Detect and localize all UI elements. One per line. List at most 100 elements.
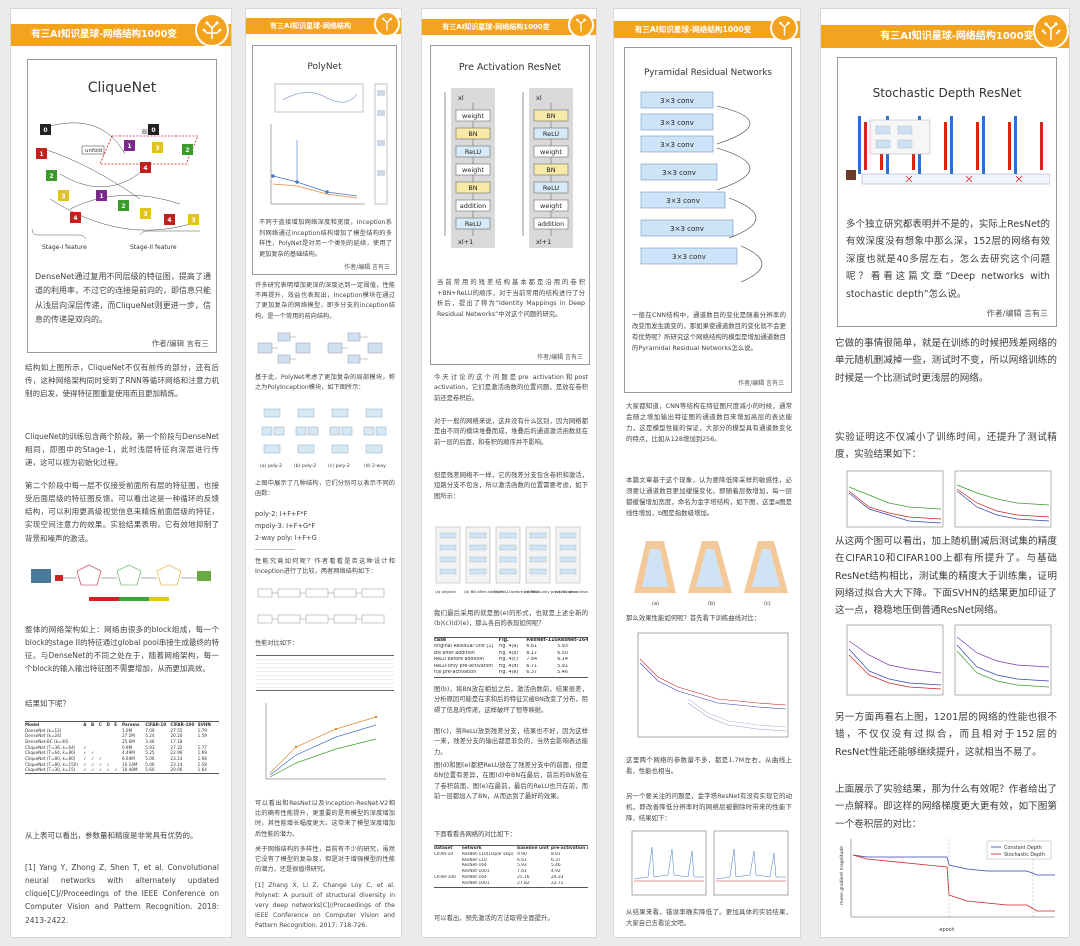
unit-label: ReLU: [465, 220, 482, 228]
table-cell: DenseNet (k=12): [25, 727, 62, 733]
table-cell: CliqueNet (T=80, k=80): [25, 756, 76, 762]
table-cell: 5.93: [517, 863, 527, 869]
table-row: Model A B C D E Params CIFAR-10 CIFAR-100 SVHN: [25, 722, 219, 728]
table-cell: 23.14: [170, 761, 183, 767]
column-banner: 有三AI知识星球-网络结构: [246, 18, 401, 34]
table-cell: 7.00: [145, 727, 155, 733]
conv-block: [640, 219, 734, 237]
column-polynet: 有三AI知识星球-网络结构 PolyNet 不同于直接增加网络深度和宽度，Inc…: [245, 8, 402, 938]
figure-label: (b) BN after addition: [464, 589, 503, 594]
table-cell: CIFAR-100: [434, 874, 456, 880]
paragraph: 这里两个网络的参数量不多，都是1.7M左右，从曲线上看，性能也相当。: [626, 756, 792, 775]
table-row: CIFAR-100 ResNet-164 25.16 24.33: [434, 875, 588, 881]
inception-figure: [257, 332, 383, 364]
structure-compare-figure: [257, 588, 385, 624]
legend-label: Constant Depth: [1004, 845, 1042, 851]
paragraph: 我们最后采用的就是图(e)的形式，也就是上述全新的(b)(c)(d)(e)，那么…: [434, 610, 588, 628]
paragraph: CliqueNet的训练包含两个阶段。第一个阶段与DenseNet相同，即图中的…: [25, 432, 219, 468]
table-row: DenseNet-BC (k=40) 25.6M 3.46 17.18 -: [25, 739, 219, 745]
table-cell: CliqueNet (T=64, k=80): [25, 750, 76, 756]
unit-label: addition: [538, 220, 565, 228]
column-stochastic-depth: 有三AI知识星球-网络结构1000变 Stochastic Depth ResN…: [820, 8, 1070, 938]
table-cell: 1.69: [197, 750, 207, 756]
paragraph: 整体的网络架构如上：网络由很多的block组成，每一个block的stage I…: [25, 625, 219, 674]
unit-label: addition: [460, 202, 487, 210]
figure-stage2-label: Stage-II feature: [130, 244, 177, 251]
table-cell: 10.48M: [121, 767, 138, 773]
svg-text:2: 2: [49, 173, 53, 180]
table-cell: Fig. 4(d): [498, 663, 519, 669]
table-cell: ReLU-only pre-activation: [434, 663, 493, 669]
performance-chart: [265, 703, 386, 780]
unit-label: BN: [468, 184, 477, 192]
table-cell: original Residual Unit [1]: [434, 644, 494, 650]
paragraph: 图(b)，将BN放在相加之后，激活函数前，结果很差，分析原因可能是在求和后的特征…: [434, 686, 588, 714]
table-cell: E: [114, 722, 118, 727]
table-cell: -: [197, 739, 200, 745]
paragraph: 对于一般的网络来说，这并没有什么区别，因为网络都是由不同的模块堆叠而成，堆叠后的…: [434, 418, 588, 446]
table-cell: network: [461, 846, 482, 851]
unit-label: ReLU: [543, 184, 560, 192]
conv-block: [640, 135, 714, 153]
conv-block: [640, 191, 726, 209]
conv-label: 3×3 conv: [670, 225, 704, 233]
paragraph: 性能对比如下：: [255, 640, 299, 647]
table-cell: Params: [121, 722, 140, 727]
table-cell: 1.64: [197, 767, 207, 773]
variant-table: case Fig. ResNet-110 ResNet-164 original Res…: [434, 637, 588, 678]
table-cell: DenseNet (k=24): [25, 733, 62, 739]
table-row: DenseNet (k=24) 27.2M 5.24 20.20 1.59: [25, 733, 219, 739]
table-cell: ✓: [90, 756, 95, 762]
figure-label: (d) ReLU-only pre-activation: [524, 589, 578, 594]
figure-label: (a) poly-2: [260, 463, 282, 469]
table-row: CliqueNet (T=80, k=80) ✓ ✓ ✓ 6.94M 5.06 23.14 1…: [25, 756, 219, 762]
table-cell: 4.92: [551, 869, 561, 875]
svg-text:2: 2: [185, 147, 189, 154]
table-cell: 20.20: [170, 733, 183, 739]
table-cell: 27.82: [517, 880, 530, 886]
paragraph: 许多研究表明增加更深的深度达到一定阈值，性能不再提升，效益也表现出，Incept…: [255, 282, 395, 320]
table-cell: 20.06: [170, 767, 183, 773]
svg-text:0: 0: [151, 127, 155, 134]
table-cell: full pre-activation: [434, 670, 477, 676]
table-cell: CIFAR-10: [434, 851, 454, 857]
formula: 2-way poly: I+F+G: [255, 534, 317, 542]
unit-label: BN: [546, 166, 555, 174]
table-cell: 27.55: [170, 727, 183, 733]
column-pyramidal: 有三AI知识星球-网络结构1000变 Pyramidal Residual Ne…: [613, 8, 801, 938]
card-author: 作者/编辑 言有三: [738, 380, 784, 387]
card-text: 不同于直接增加网络深度和宽度，Inception系列网络通过inception结…: [259, 219, 392, 258]
unit-label: weight: [540, 202, 562, 210]
reference: [1] Zhang X, Li Z, Change Loy C, et al. …: [255, 882, 395, 929]
table-cell: 17.18: [170, 739, 183, 745]
gradient-magnitude-chart: Constant Depth Stochastic Depth epoch me…: [839, 839, 1055, 933]
table-cell: Fig. 4(b): [498, 650, 519, 656]
table-cell: 1.68: [197, 756, 207, 762]
table-cell: 22.96: [170, 750, 183, 756]
table-cell: 23.14: [170, 756, 183, 762]
table-row: BN after addition Fig. 4(b) 8.17 6.50: [434, 651, 588, 657]
legend-label: Stochastic Depth: [1004, 852, 1045, 858]
card-text: DenseNet通过复用不同层级的特征图，提高了通道的利用率，不过它的连接是前向…: [35, 272, 211, 325]
conv-label: 3×3 conv: [662, 169, 696, 177]
conv-label: 3×3 conv: [672, 253, 706, 261]
training-curve-chart: [637, 632, 789, 738]
paragraph: 从结果来看，错误率确实降低了。更加具体的实验结果，大家自己去看论文吧。: [626, 908, 792, 927]
table-cell: Fig. 4(e): [498, 670, 519, 676]
table-row: case Fig. ResNet-110 ResNet-164: [434, 638, 588, 644]
unit-label: xl: [458, 94, 464, 102]
table-cell: ResNet-1001: [461, 880, 490, 886]
intro-card: Pre Activation ResNet xl weight BN ReLU weig…: [430, 45, 590, 365]
table-cell: dataset: [434, 846, 453, 851]
table-cell: ResNet-164: [461, 874, 487, 880]
table-cell: ✓: [90, 767, 95, 773]
table-cell: CIFAR-100: [170, 722, 195, 727]
card-author: 作者/编辑 言有三: [986, 309, 1048, 318]
table-cell: 5.60: [145, 767, 155, 773]
paragraph: 结构如上图所示，CliqueNet不仅有前传的部分，还有后传，这种网络架构同时受…: [25, 363, 219, 399]
reference: [1] Yang Y, Zhong Z, Shen T, et al. Conv…: [25, 863, 219, 925]
paragraph: 图(c)，将ReLU放到残差分支，结果也不好，因为这样一来，残差分支的输出都是非…: [434, 728, 588, 756]
paragraph: 上面展示了实验结果，那为什么有效呢？作者给出了一点解释。即这样的网络梯度更大更有…: [835, 784, 1057, 830]
paragraph: 第二个阶段中每一层不仅接受前面所有层的特征图，也接受后面层级的特征图反馈。可以看…: [25, 481, 219, 543]
table-cell: ✓: [83, 756, 87, 762]
